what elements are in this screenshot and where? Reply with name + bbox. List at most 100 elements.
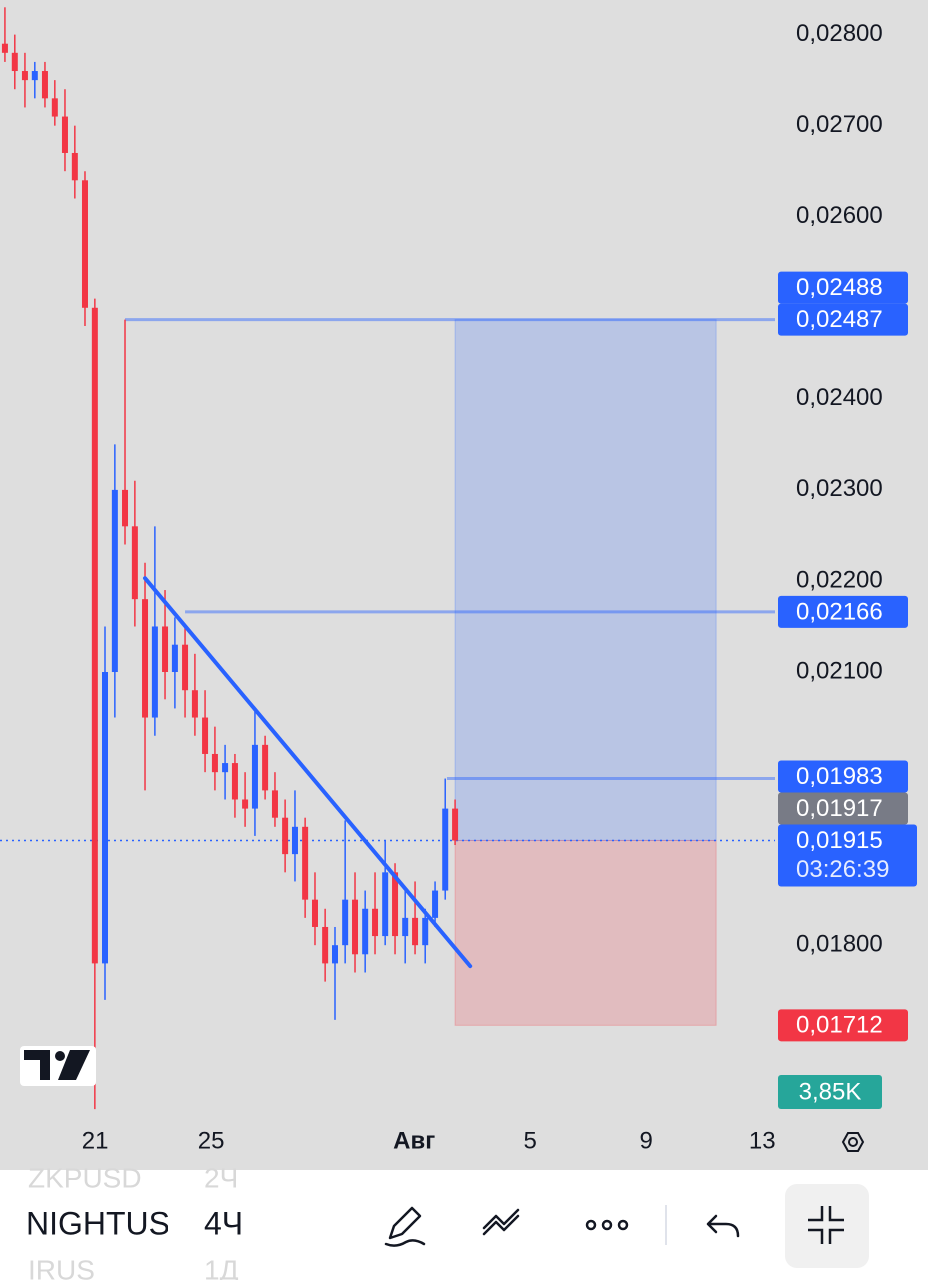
symbol-fade bbox=[168, 1170, 198, 1280]
y-tick-label: 0,02700 bbox=[796, 111, 883, 138]
candle-body bbox=[202, 717, 209, 754]
candle-body bbox=[402, 917, 409, 937]
candle-body bbox=[51, 98, 58, 117]
interval-current[interactable]: 4Ч bbox=[204, 1205, 243, 1241]
price-label-text: 0,01712 bbox=[796, 1012, 883, 1039]
profit-zone bbox=[454, 319, 717, 841]
x-tick-label: 25 bbox=[198, 1127, 225, 1154]
candle-body bbox=[432, 890, 439, 918]
candle-body bbox=[271, 790, 278, 818]
settings-icon-center bbox=[848, 1137, 858, 1147]
candle-body bbox=[242, 799, 249, 809]
candle-body bbox=[91, 307, 98, 964]
candle-body bbox=[382, 872, 389, 937]
candle-body bbox=[392, 872, 399, 937]
price-label: 0,02166 bbox=[778, 595, 908, 628]
candle-body bbox=[442, 808, 449, 891]
candle-body bbox=[131, 526, 138, 600]
x-tick-label: 21 bbox=[82, 1127, 109, 1154]
x-tick-label: 13 bbox=[749, 1127, 776, 1154]
y-tick-label: 0,02300 bbox=[796, 475, 883, 502]
price-label-box bbox=[778, 1009, 908, 1042]
candle-body bbox=[71, 152, 78, 181]
y-tick-label: 0,02800 bbox=[796, 20, 883, 47]
candle-body bbox=[182, 644, 189, 691]
interval-prev[interactable]: 2Ч bbox=[204, 1162, 238, 1193]
price-label: 0,01917 bbox=[778, 792, 908, 825]
volume-label-box bbox=[778, 1075, 882, 1109]
toolbar bbox=[0, 1170, 928, 1280]
candle-body bbox=[452, 808, 459, 841]
loss-zone bbox=[454, 839, 717, 1026]
candle-body bbox=[412, 917, 419, 946]
candle-body bbox=[352, 899, 359, 955]
candle-body bbox=[332, 945, 339, 964]
candle-body bbox=[101, 672, 108, 964]
candle-body bbox=[191, 690, 198, 718]
candle-body bbox=[422, 917, 429, 946]
candle-body bbox=[21, 71, 28, 81]
price-label-box bbox=[778, 760, 908, 793]
candle-body bbox=[171, 644, 178, 673]
price-label-box bbox=[778, 595, 908, 628]
collapse-icon bbox=[808, 1206, 844, 1244]
candle-body bbox=[282, 817, 289, 855]
y-tick-label: 0,02100 bbox=[796, 657, 883, 684]
tv-logo bbox=[20, 1046, 96, 1086]
volume-label: 3,85K bbox=[799, 1078, 862, 1105]
price-label-countdown: 03:26:39 bbox=[796, 856, 889, 883]
indicators-icon[interactable] bbox=[482, 1208, 520, 1236]
undo-icon[interactable] bbox=[706, 1214, 740, 1238]
candle-body bbox=[61, 116, 68, 153]
candle-body bbox=[211, 753, 218, 773]
price-label-text: 0,02488 bbox=[796, 274, 883, 301]
candle-body bbox=[1, 43, 8, 53]
candle-body bbox=[302, 826, 309, 900]
more-dot[interactable] bbox=[585, 1219, 597, 1231]
fullscreen-button[interactable] bbox=[785, 1184, 869, 1268]
x-tick-label: 5 bbox=[524, 1127, 537, 1154]
symbol-prev[interactable]: ZKPUSD bbox=[28, 1162, 142, 1193]
candle-body bbox=[162, 626, 169, 673]
candle-body bbox=[362, 908, 369, 955]
price-label: 0,02487 bbox=[778, 303, 908, 336]
more-dot[interactable] bbox=[617, 1219, 629, 1231]
candle-body bbox=[322, 926, 329, 964]
price-label-box bbox=[778, 271, 908, 304]
candle-body bbox=[372, 908, 379, 937]
candle-body bbox=[122, 489, 129, 527]
y-tick-label: 0,02600 bbox=[796, 202, 883, 229]
symbol-next[interactable]: IRUS bbox=[28, 1254, 95, 1280]
more-dot[interactable] bbox=[601, 1219, 613, 1231]
price-label: 0,02488 bbox=[778, 271, 908, 304]
settings-icon[interactable] bbox=[841, 1132, 865, 1152]
price-label-text: 0,02487 bbox=[796, 306, 883, 333]
x-tick-label: 9 bbox=[640, 1127, 653, 1154]
candle-body bbox=[142, 599, 149, 718]
candle-body bbox=[41, 71, 48, 99]
candle-body bbox=[342, 899, 349, 946]
draw-icon[interactable] bbox=[384, 1206, 426, 1247]
candle-body bbox=[81, 180, 88, 308]
candle-body bbox=[11, 52, 18, 72]
candle-body bbox=[111, 489, 118, 673]
trend-line bbox=[143, 576, 473, 969]
y-tick-label: 0,02400 bbox=[796, 384, 883, 411]
price-label-text: 0,01915 bbox=[796, 827, 883, 854]
candle-body bbox=[31, 71, 38, 81]
price-label-text: 0,01983 bbox=[796, 763, 883, 790]
candle-body bbox=[262, 744, 269, 791]
price-label-text: 0,01917 bbox=[796, 795, 883, 822]
candle-body bbox=[222, 763, 229, 773]
y-tick-label: 0,01800 bbox=[796, 931, 883, 958]
candle-body bbox=[291, 826, 298, 855]
candle-body bbox=[311, 899, 318, 927]
interval-next[interactable]: 1Д bbox=[204, 1254, 239, 1280]
price-label-text: 0,02166 bbox=[796, 598, 883, 625]
symbol-current[interactable]: NIGHTUS bbox=[26, 1205, 170, 1241]
price-label-box bbox=[778, 303, 908, 336]
candle-body bbox=[251, 744, 258, 809]
candle-body bbox=[151, 626, 158, 718]
